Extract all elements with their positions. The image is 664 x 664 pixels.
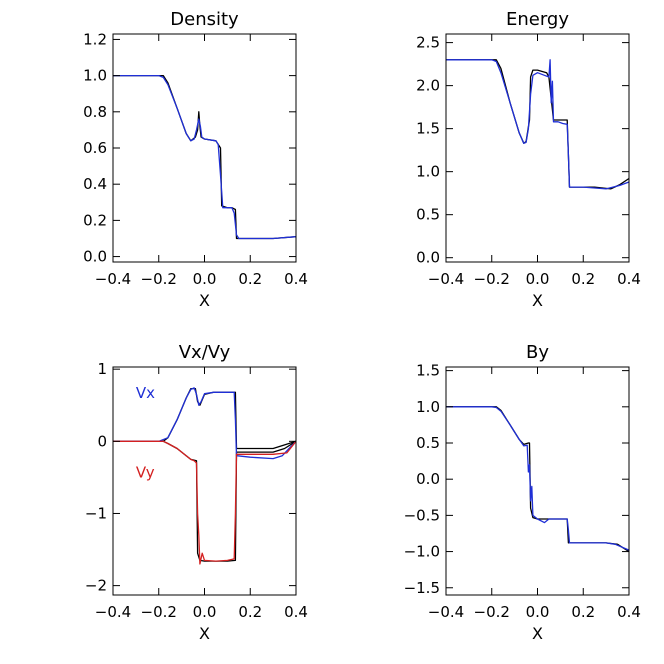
by-ytick-label: 0.0 xyxy=(416,470,440,488)
density-xtick-label: −0.2 xyxy=(141,270,177,288)
density-plot-frame xyxy=(112,33,297,263)
density-ytick-label: 0.8 xyxy=(83,103,107,121)
by-xtick-label: −0.2 xyxy=(474,603,510,621)
density-ytick-label: 1.0 xyxy=(83,67,107,85)
by-ytick-label: 1.5 xyxy=(416,362,440,380)
velocity-series-vx xyxy=(113,387,297,460)
density-xtick-label: 0.0 xyxy=(193,270,217,288)
by-ytick-label: −1.0 xyxy=(404,543,440,561)
velocity-ytick-label: −2 xyxy=(85,577,107,595)
by-ytick-label: −0.5 xyxy=(404,506,440,524)
density-xtick-label: 0.4 xyxy=(284,270,308,288)
energy-xtick-label: 0.4 xyxy=(617,270,641,288)
by-title: By xyxy=(526,342,549,363)
velocity-annotation-vy: Vy xyxy=(136,463,155,481)
density-ytick-label: 0.0 xyxy=(83,248,107,266)
by-xtick-label: −0.4 xyxy=(428,603,464,621)
velocity-xtick-label: −0.4 xyxy=(95,603,131,621)
velocity-ytick-label: −1 xyxy=(85,504,107,522)
velocity-ytick-label: 1 xyxy=(97,360,107,378)
energy-xtick-label: 0.0 xyxy=(526,270,550,288)
density-series-blue xyxy=(113,74,297,240)
density-ytick-label: 0.2 xyxy=(83,211,107,229)
energy-xtick-label: −0.2 xyxy=(474,270,510,288)
velocity-annotation-vx: Vx xyxy=(136,384,155,402)
density-ytick-label: 1.2 xyxy=(83,30,107,48)
energy-series-reference xyxy=(446,59,630,190)
by-series-reference xyxy=(446,406,630,553)
velocity-xtick-label: −0.2 xyxy=(141,603,177,621)
by-xtick-label: 0.2 xyxy=(571,603,595,621)
energy-ytick-label: 1.0 xyxy=(416,163,440,181)
energy-xlabel: X xyxy=(532,291,543,310)
velocity-xtick-label: 0.4 xyxy=(284,603,308,621)
by-ytick-label: 0.5 xyxy=(416,434,440,452)
density-ytick-label: 0.4 xyxy=(83,175,107,193)
energy-ytick-label: 2.5 xyxy=(416,34,440,52)
energy-series-blue xyxy=(446,59,630,190)
velocity-xtick-label: 0.2 xyxy=(238,603,262,621)
density-xlabel: X xyxy=(199,291,210,310)
energy-title: Energy xyxy=(506,9,569,30)
density-title: Density xyxy=(170,9,239,30)
by-xlabel: X xyxy=(532,624,543,643)
energy-panel: −0.4 −0.2 0.0 0.2 0.4 0.0 0.5 1.0 1.5 2.0 2.5 Energ… xyxy=(416,9,641,310)
energy-ytick-label: 1.5 xyxy=(416,120,440,138)
by-plot-frame xyxy=(445,366,630,596)
velocity-title: Vx/Vy xyxy=(179,342,231,363)
density-ytick-label: 0.6 xyxy=(83,139,107,157)
by-series-blue xyxy=(446,406,630,551)
energy-xtick-label: −0.4 xyxy=(428,270,464,288)
density-xtick-label: −0.4 xyxy=(95,270,131,288)
energy-ytick-label: 2.0 xyxy=(416,77,440,95)
by-xtick-label: 0.4 xyxy=(617,603,641,621)
velocity-series-reference-vy xyxy=(113,440,297,562)
energy-ytick-label: 0.0 xyxy=(416,249,440,267)
by-ytick-label: 1.0 xyxy=(416,398,440,416)
density-panel: −0.4 −0.2 0.0 0.2 0.4 0.0 0.2 0.4 0.6 0.8 1.0 1.2 De… xyxy=(83,9,308,310)
density-series-reference xyxy=(113,74,297,240)
by-panel: −0.4 −0.2 0.0 0.2 0.4 −1.5 −1.0 −0.5 0.0 0.5 1.0 1.… xyxy=(404,342,641,643)
velocity-ytick-label: 0 xyxy=(97,432,107,450)
density-xtick-label: 0.2 xyxy=(238,270,262,288)
by-ytick-label: −1.5 xyxy=(404,579,440,597)
by-xtick-label: 0.0 xyxy=(526,603,550,621)
energy-xtick-label: 0.2 xyxy=(571,270,595,288)
energy-plot-frame xyxy=(445,33,630,263)
velocity-xtick-label: 0.0 xyxy=(193,603,217,621)
velocity-xlabel: X xyxy=(199,624,210,643)
energy-ytick-label: 0.5 xyxy=(416,206,440,224)
velocity-panel: −0.4 −0.2 0.0 0.2 0.4 −2 −1 0 1 Vx/Vy X Vx Vy xyxy=(85,342,308,643)
velocity-series-vy xyxy=(113,440,297,565)
